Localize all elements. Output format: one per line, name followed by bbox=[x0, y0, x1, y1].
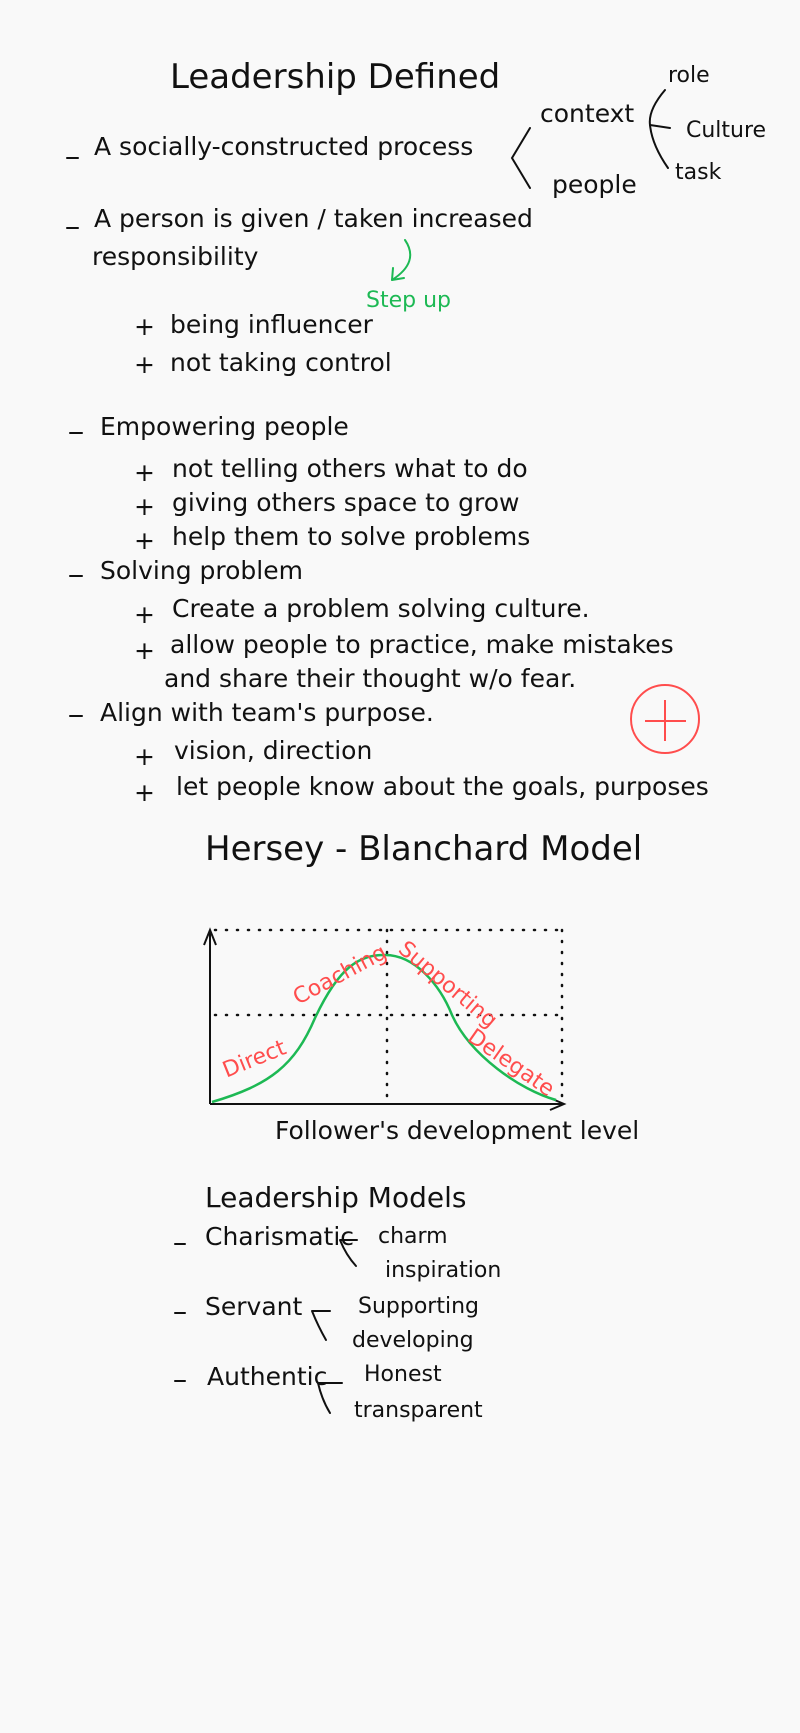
brace-role-culture-task bbox=[648, 89, 669, 169]
sub-plus: + bbox=[134, 350, 155, 379]
point-solving-problem: Solving problem bbox=[100, 556, 303, 585]
leadership-style-curve bbox=[211, 953, 557, 1104]
model-authentic: Authentic bbox=[207, 1362, 328, 1391]
point-socially-constructed: A socially-constructed process bbox=[94, 132, 474, 161]
page-title: Leadership Defined bbox=[170, 57, 501, 97]
branch-role: role bbox=[668, 63, 710, 88]
sub-plus: + bbox=[134, 742, 155, 771]
sub-not-taking-control: not taking control bbox=[170, 348, 392, 377]
point-align-purpose: Align with team's purpose. bbox=[100, 698, 434, 727]
sub-allow-practice: allow people to practice, make mistakes bbox=[170, 630, 674, 659]
trait-honest: Honest bbox=[364, 1362, 442, 1387]
point-increased-responsibility-cont: responsibility bbox=[92, 242, 259, 271]
sub-plus: + bbox=[134, 600, 155, 629]
sub-help-solve: help them to solve problems bbox=[172, 522, 531, 551]
point-empowering-people: Empowering people bbox=[100, 412, 349, 441]
branch-culture: Culture bbox=[686, 118, 767, 143]
sub-plus: + bbox=[134, 526, 155, 555]
step-up-note: Step up bbox=[366, 288, 451, 313]
x-axis-label: Follower's development level bbox=[275, 1116, 640, 1145]
circled-plus-icon bbox=[630, 684, 700, 754]
sub-create-culture: Create a problem solving culture. bbox=[172, 594, 590, 623]
sub-not-telling: not telling others what to do bbox=[172, 454, 528, 483]
sub-giving-space: giving others space to grow bbox=[172, 488, 520, 517]
brace-context-people bbox=[510, 127, 531, 189]
sub-being-influencer: being influencer bbox=[170, 310, 373, 339]
sub-plus: + bbox=[134, 312, 155, 341]
sub-vision-direction: vision, direction bbox=[174, 736, 373, 765]
trait-supporting: Supporting bbox=[358, 1294, 479, 1319]
branch-people: people bbox=[552, 170, 637, 199]
point-increased-responsibility: A person is given / taken increased bbox=[94, 204, 533, 233]
arrow-step-up bbox=[391, 239, 412, 281]
trait-developing: developing bbox=[352, 1328, 474, 1353]
leadership-models-title: Leadership Models bbox=[205, 1181, 467, 1214]
sub-let-people-know: let people know about the goals, purpose… bbox=[176, 772, 709, 801]
model-servant: Servant bbox=[205, 1292, 303, 1321]
trait-transparent: transparent bbox=[354, 1398, 483, 1423]
branch-task: task bbox=[675, 160, 722, 185]
sub-plus: + bbox=[134, 492, 155, 521]
model-charismatic: Charismatic bbox=[205, 1222, 355, 1251]
sub-plus: + bbox=[134, 458, 155, 487]
hersey-blanchard-chart bbox=[203, 927, 567, 1111]
sub-plus: + bbox=[134, 778, 155, 807]
sub-plus: + bbox=[134, 636, 155, 665]
branch-context: context bbox=[540, 99, 635, 128]
trait-inspiration: inspiration bbox=[385, 1258, 502, 1283]
sub-allow-practice-cont: and share their thought w/o fear. bbox=[164, 664, 577, 693]
hersey-blanchard-title: Hersey - Blanchard Model bbox=[205, 829, 643, 869]
trait-charm: charm bbox=[378, 1224, 448, 1249]
